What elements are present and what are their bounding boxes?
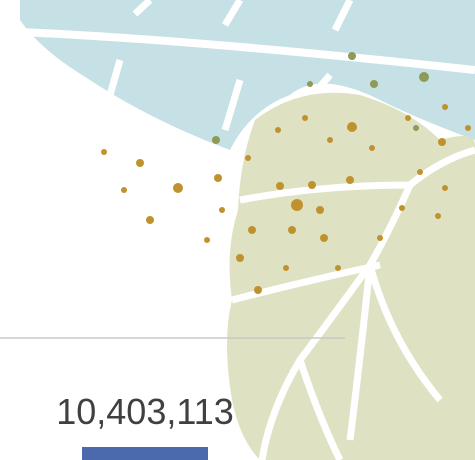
dots (101, 104, 471, 294)
dark-dots (212, 52, 429, 144)
value-label: 10,403,113 (56, 391, 234, 432)
green-leaf (227, 92, 475, 460)
bar (82, 447, 208, 460)
blue-leaf (19, 0, 475, 150)
